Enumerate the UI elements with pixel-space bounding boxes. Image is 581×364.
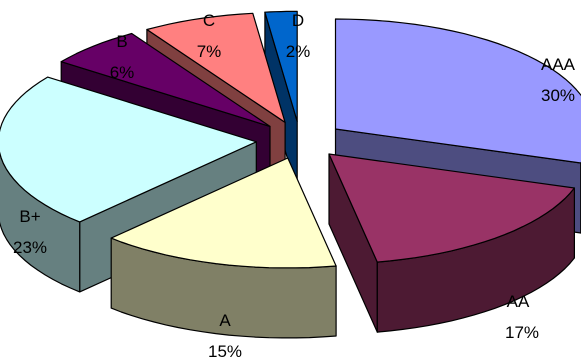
slice-name-aaa: AAA: [541, 55, 576, 74]
slice-percent-aaa: 30%: [541, 86, 575, 105]
slice-label-a: A 15%: [208, 311, 242, 361]
slice-percent-b: 6%: [110, 63, 135, 82]
slice-name-a: A: [219, 311, 231, 330]
pie-slice-top-b-plus: [0, 76, 257, 223]
slice-label-c: C 7%: [197, 11, 222, 61]
slice-name-c: C: [203, 11, 215, 30]
pie-slice-a: [110, 157, 337, 339]
pie-slice-top-aa: [328, 153, 576, 263]
slice-name-b-plus: B+: [19, 207, 40, 226]
pie-slice-top-a: [110, 157, 337, 269]
slice-percent-aa: 17%: [505, 323, 539, 342]
slice-label-d: D 2%: [286, 11, 311, 61]
pie-slices: [0, 10, 581, 339]
slice-percent-b-plus: 23%: [13, 238, 47, 257]
slice-percent-d: 2%: [286, 42, 311, 61]
pie-slice-aa: [328, 153, 576, 333]
slice-label-aaa: AAA 30%: [541, 55, 576, 105]
slice-label-b: B 6%: [110, 32, 135, 82]
slice-name-d: D: [292, 11, 304, 30]
pie-slice-top-b: [60, 32, 271, 128]
slice-label-b-plus: B+ 23%: [13, 207, 47, 257]
slice-percent-c: 7%: [197, 42, 222, 61]
slice-percent-a: 15%: [208, 342, 242, 361]
pie-slice-top-aaa: [334, 18, 581, 164]
slice-label-aa: AA 17%: [505, 292, 539, 342]
slice-name-b: B: [116, 32, 127, 51]
slice-name-aa: AA: [507, 292, 530, 311]
pie-slice-top-d: [264, 10, 298, 122]
pie-slice-d: [264, 10, 298, 192]
pie-slice-top-c: [146, 12, 286, 124]
